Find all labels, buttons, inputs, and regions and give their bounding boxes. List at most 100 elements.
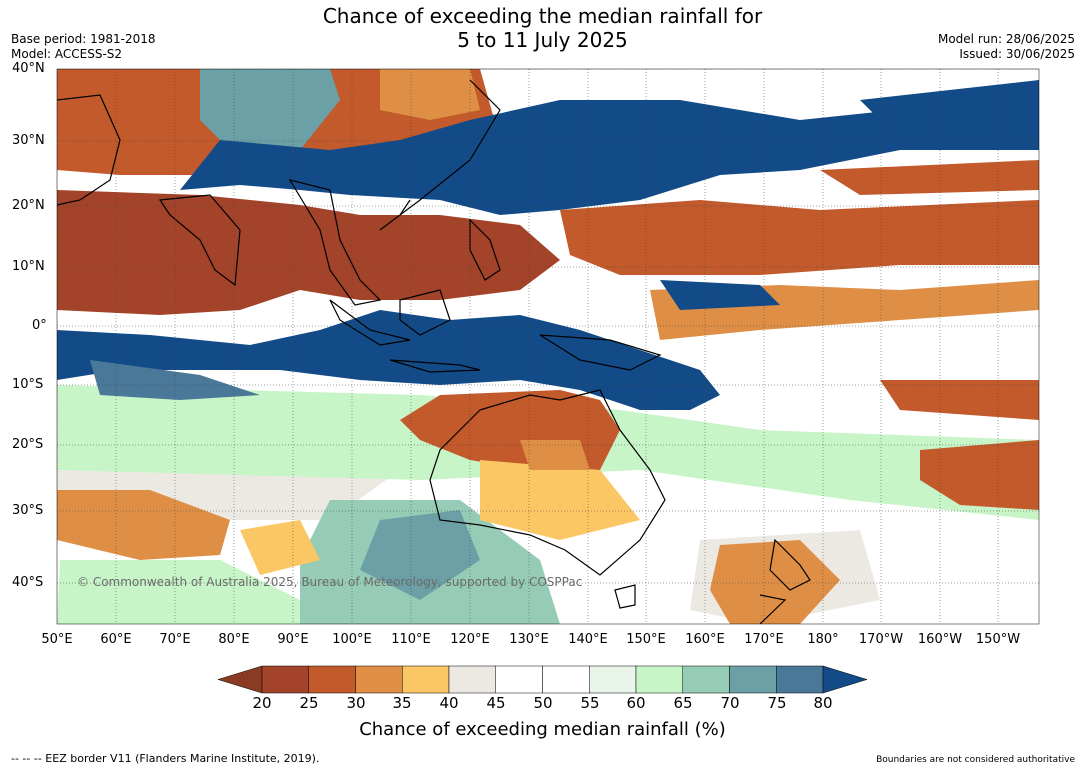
lat-label-10s: 10°S [12,377,44,392]
lon-label: 160°W [917,632,963,647]
colorbar-tick: 70 [720,694,740,712]
dry-region-south-pacific [920,440,1039,510]
colorbar-segment [261,665,309,694]
colorbar-tick: 80 [813,694,833,712]
lon-label: 70°E [159,632,191,647]
dry-band-pacific [560,200,1039,275]
lat-label-20n: 20°N [12,198,45,213]
dry-region-china [380,69,480,120]
lat-label-equator: 0° [32,318,47,333]
lon-label: 170°E [744,632,784,647]
wet-band-north [180,95,1039,215]
coast-philippines [469,218,501,281]
colorbar [217,665,868,694]
graticule [57,69,1039,624]
map-title: Chance of exceeding the median rainfall … [0,4,1085,52]
title-line-1: Chance of exceeding the median rainfall … [322,4,763,28]
lat-label-10n: 10°N [12,259,45,274]
map-area [57,69,1039,624]
colorbar-segment [308,665,356,694]
colorbar-segment [682,665,730,694]
meta-right: Model run: 28/06/2025 Issued: 30/06/2025 [938,32,1075,62]
colorbar-tick: 20 [252,694,272,712]
coast-new-guinea [539,334,662,371]
colorbar-under-arrow [217,665,263,694]
dry-region-australia [480,460,640,540]
coast-sumatra [329,299,411,346]
model-name: Model: ACCESS-S2 [11,47,123,61]
lon-label: 60°E [100,632,132,647]
lon-label: 110°E [391,632,431,647]
wet-band-equatorial-south [90,360,260,400]
dry-region-indian-ocean [57,490,230,560]
colorbar-tick: 50 [533,694,553,712]
coast-tasmania [614,584,636,609]
wet-region-himalaya [200,69,340,150]
meta-left: Base period: 1981-2018 Model: ACCESS-S2 [11,32,156,62]
lon-label: 150°W [975,632,1021,647]
colorbar-segment [542,665,590,694]
dry-band-pacific [820,160,1039,195]
coast-arabia [57,94,121,206]
dry-band-india [57,190,560,315]
colorbar-tick: 25 [299,694,319,712]
wet-band-equatorial [57,310,720,410]
boundary-disclaimer: Boundaries are not considered authoritat… [876,755,1075,765]
coast-borneo [399,289,451,336]
lat-label-20s: 20°S [12,437,44,452]
model-run: Model run: 28/06/2025 [937,32,1075,46]
map-frame [56,68,1040,625]
colorbar-segment [589,665,637,694]
lat-label-40n: 40°N [12,61,45,76]
coast-hainan [399,199,411,216]
issued-date: Issued: 30/06/2025 [959,47,1075,61]
green-band [57,560,300,624]
wet-patch [660,280,780,310]
colorbar-segment [776,665,824,694]
coast-australia [429,389,666,576]
lon-label: 90°E [277,632,309,647]
colorbar-over-arrow [822,665,868,694]
colorbar-tick: 75 [767,694,787,712]
colorbar-segment [402,665,450,694]
lon-label: 120°E [450,632,490,647]
dry-region-indian-ocean [240,520,320,575]
lon-label: 130°E [509,632,549,647]
colorbar-tick: 40 [439,694,459,712]
lon-label: 150°E [626,632,666,647]
lon-label: 160°E [685,632,725,647]
coast-new-zealand [759,538,811,624]
colorbar-segment [495,665,543,694]
wet-band-north-east [860,80,1039,140]
title-line-2: 5 to 11 July 2025 [457,28,628,52]
coast-indochina [288,179,382,306]
colorbar-tick: 65 [673,694,693,712]
colorbar-label: Chance of exceeding median rainfall (%) [359,719,726,740]
colorbar-segment [635,665,683,694]
base-period: Base period: 1981-2018 [11,32,156,46]
coast-java [389,359,481,373]
colorbar-segment [355,665,403,694]
colorbar-tick: 30 [346,694,366,712]
colorbar-tick: 45 [486,694,506,712]
lon-label: 100°E [332,632,372,647]
colorbar-tick: 60 [626,694,646,712]
lat-label-30s: 30°S [12,503,44,518]
colorbar-tick: 55 [580,694,600,712]
colorbar-segment [448,665,496,694]
lat-label-30n: 30°N [12,133,45,148]
lat-label-40s: 40°S [12,575,44,590]
eez-border-legend: -- -- -- EEZ border V11 (Flanders Marine… [11,752,320,765]
dry-region-new-zealand [710,540,840,624]
dry-region-australia [520,440,590,470]
lon-label: 170°W [858,632,904,647]
teal-region [360,510,480,600]
lon-label: 180° [807,632,839,647]
copyright-notice: © Commonwealth of Australia 2025, Bureau… [77,575,583,589]
colorbar-segment [729,665,777,694]
lon-label: 140°E [568,632,608,647]
colorbar-tick: 35 [392,694,412,712]
lon-label: 80°E [218,632,250,647]
dry-region-south-pacific [880,380,1039,420]
